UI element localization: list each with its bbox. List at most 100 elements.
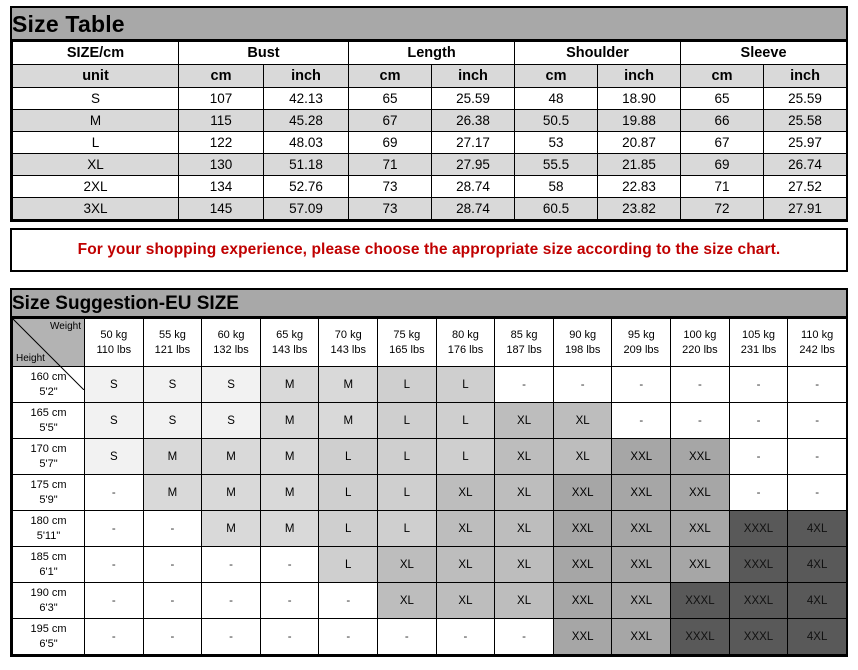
size-suggestion-cell: L (377, 438, 437, 475)
size-table-unit-row: unit cm inch cm inch cm inch cm inch (12, 64, 848, 88)
weight-lbs: 110 lbs (96, 343, 132, 356)
size-table-group-header: SIZE/cm (12, 41, 179, 65)
size-table-cell: 19.88 (597, 109, 682, 132)
size-suggestion-cell: XL (494, 438, 554, 475)
size-suggestion-cell: L (435, 438, 496, 475)
height-cm: 185 cm (30, 550, 67, 563)
size-table-row: L 122 48.03 69 27.17 53 20.87 67 25.97 (12, 131, 848, 154)
weight-lbs: 209 lbs (623, 343, 660, 356)
weight-kg: 110 kg (801, 328, 834, 341)
weight-column-header: 105 kg 231 lbs (728, 318, 789, 367)
size-table-cell: 27.91 (763, 197, 848, 220)
size-table-unit-cell: inch (262, 64, 350, 88)
weight-column-header: 55 kg 121 lbs (142, 318, 203, 367)
size-suggestion-cell: S (201, 366, 261, 403)
suggestion-row: 160 cm 5'2" S S S M M L L - - - - - - (12, 366, 847, 403)
size-table-cell: 55.5 (514, 153, 599, 176)
size-suggestion-cell: XXL (611, 582, 672, 619)
size-suggestion-cell: - (787, 474, 847, 511)
weight-kg: 65 kg (276, 328, 304, 341)
size-suggestion-title: Size Suggestion-EU SIZE (12, 290, 846, 318)
size-table-cell: 69 (348, 131, 433, 154)
size-table-cell: 21.85 (597, 153, 682, 176)
size-suggestion-cell: XXXL (728, 618, 789, 655)
size-suggestion-cell: S (142, 366, 203, 403)
corner-weight-label: Weight (50, 321, 81, 332)
height-ft: 6'1" (39, 565, 58, 578)
weight-kg: 55 kg (158, 328, 186, 341)
weight-column-header: 75 kg 165 lbs (377, 318, 437, 367)
size-suggestion-cell: L (318, 474, 379, 511)
size-table-cell: 65 (680, 87, 765, 110)
size-table-cell: 53 (514, 131, 599, 154)
size-suggestion-cell: - (318, 618, 379, 655)
size-table-cell: 67 (680, 131, 765, 154)
size-suggestion-cell: M (259, 510, 320, 547)
height-ft: 5'11" (36, 529, 61, 542)
size-suggestion-cell: XL (494, 402, 554, 439)
weight-height-corner-cell: Weight Height (12, 318, 85, 367)
size-suggestion-cell: M (259, 474, 320, 511)
size-suggestion-cell: M (259, 366, 320, 403)
weight-lbs: 220 lbs (682, 343, 718, 356)
weight-column-header: 85 kg 187 lbs (494, 318, 554, 367)
size-suggestion-cell: - (670, 366, 730, 403)
size-suggestion-cell: - (611, 366, 672, 403)
weight-lbs: 165 lbs (389, 343, 425, 356)
size-table: SIZE/cm Bust Length Shoulder Sleeve unit cm inc… (12, 41, 848, 220)
size-suggestion-cell: XXL (552, 618, 613, 655)
shopping-notice-text: For your shopping experience, please cho… (77, 241, 781, 258)
size-table-cell: 25.59 (431, 87, 516, 110)
size-table-cell: 66 (680, 109, 765, 132)
suggestion-row: 170 cm 5'7" S M M M L L L XL XL XXL XXL - - (12, 438, 847, 475)
size-suggestion-cell: - (84, 546, 144, 583)
size-suggestion-cell: XL (494, 510, 554, 547)
size-suggestion-cell: - (787, 438, 847, 475)
size-suggestion-cell: - (787, 366, 847, 403)
size-suggestion-cell: XL (552, 438, 613, 475)
size-suggestion-cell: L (377, 402, 437, 439)
size-suggestion-cell: 4XL (787, 582, 847, 619)
size-table-cell: 28.74 (431, 197, 516, 220)
size-suggestion-cell: XXL (611, 438, 672, 475)
size-suggestion-cell: XXL (611, 618, 672, 655)
size-suggestion-cell: L (318, 438, 379, 475)
size-suggestion-cell: XXL (611, 510, 672, 547)
weight-lbs: 187 lbs (506, 343, 542, 356)
size-suggestion-cell: - (259, 582, 320, 619)
size-suggestion-cell: XXL (552, 546, 613, 583)
size-table-unit-cell: cm (680, 64, 765, 88)
size-suggestion-cell: S (142, 402, 203, 439)
height-ft: 5'9" (39, 493, 58, 506)
height-cm: 180 cm (30, 514, 67, 527)
size-suggestion-cell: M (142, 438, 203, 475)
weight-column-header: 70 kg 143 lbs (318, 318, 379, 367)
size-table-cell: 122 (178, 131, 264, 154)
size-table-cell: 69 (680, 153, 765, 176)
weight-kg: 60 kg (217, 328, 245, 341)
height-cm: 190 cm (30, 586, 67, 599)
size-suggestion-cell: L (377, 474, 437, 511)
size-suggestion-cell: L (377, 510, 437, 547)
weight-kg: 105 kg (741, 328, 776, 341)
weight-lbs: 121 lbs (154, 343, 191, 356)
size-suggestion-cell: S (84, 402, 144, 439)
weight-lbs: 143 lbs (330, 343, 366, 356)
height-row-header: 190 cm 6'3" (12, 582, 85, 619)
corner-height-label: Height (16, 353, 45, 364)
size-table-cell: 25.97 (763, 131, 848, 154)
size-suggestion-cell: XXL (552, 510, 613, 547)
size-suggestion-cell: XL (435, 546, 496, 583)
size-suggestion-cell: L (318, 546, 379, 583)
weight-lbs: 132 lbs (213, 343, 249, 356)
size-suggestion-cell: - (84, 618, 144, 655)
size-table-cell: 45.28 (262, 109, 350, 132)
size-table-cell: 27.95 (431, 153, 516, 176)
suggestion-header-row: Weight Height 50 kg 110 lbs 55 kg 121 lbs 60 k… (12, 318, 847, 367)
size-table-cell: 18.90 (597, 87, 682, 110)
size-suggestion-cell: S (84, 438, 144, 475)
size-suggestion-cell: - (611, 402, 672, 439)
size-table-group-header-row: SIZE/cm Bust Length Shoulder Sleeve (12, 41, 848, 65)
size-table-cell: 2XL (12, 175, 179, 198)
size-suggestion-cell: XL (494, 582, 554, 619)
